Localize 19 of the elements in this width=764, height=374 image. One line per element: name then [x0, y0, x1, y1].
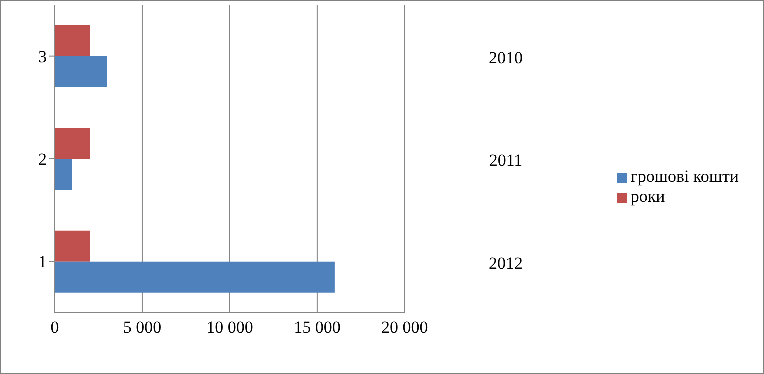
bar [55, 262, 335, 293]
data-label: 2010 [489, 48, 523, 68]
data-label: 2012 [489, 254, 523, 273]
legend-label: роки [630, 187, 666, 206]
legend-label: грошові кошти [630, 167, 739, 186]
x-tick-label: 10 000 [206, 318, 254, 338]
x-tick-label: 15 000 [294, 318, 341, 338]
y-tick-label: 3 [38, 47, 47, 66]
bar [55, 159, 72, 190]
x-tick-label: 20 000 [382, 318, 428, 338]
bar [55, 56, 108, 88]
data-label: 2011 [489, 151, 523, 170]
bar [55, 26, 90, 57]
y-tick-label: 2 [38, 150, 47, 170]
bar [55, 230, 90, 262]
y-tick-label: 1 [38, 252, 47, 272]
bar [55, 128, 90, 160]
x-tick-label: 0 [50, 318, 60, 338]
x-tick-label: 5 000 [123, 318, 162, 338]
